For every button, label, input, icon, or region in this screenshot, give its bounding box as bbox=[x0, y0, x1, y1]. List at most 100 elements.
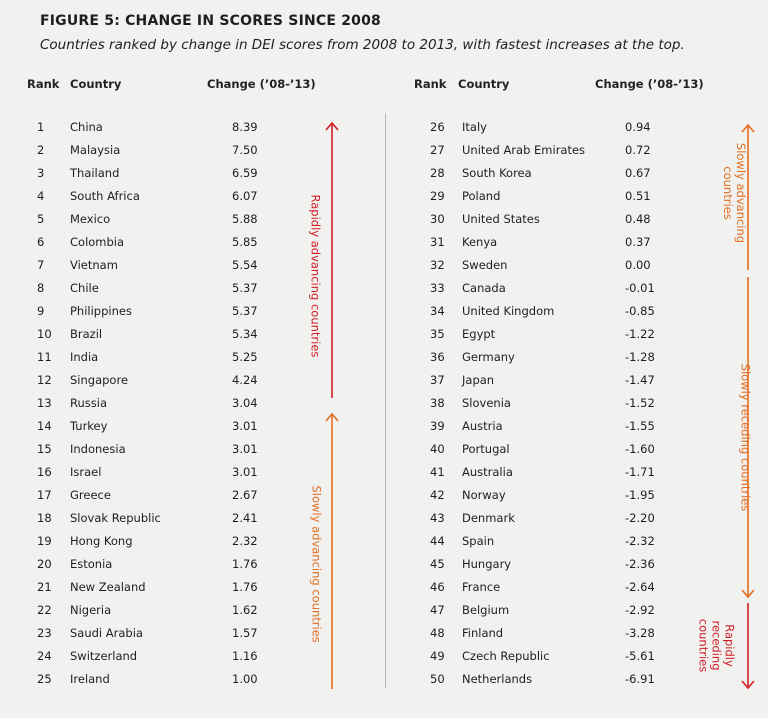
change-cell: 0.37 bbox=[625, 235, 651, 249]
table-row: 13 Russia 3.04 bbox=[0, 392, 380, 415]
rapidly-receding-line3: countries bbox=[696, 618, 711, 673]
rank-cell: 2 bbox=[37, 143, 45, 157]
figure-title: FIGURE 5: CHANGE IN SCORES SINCE 2008 bbox=[40, 13, 381, 29]
rank-cell: 5 bbox=[37, 212, 45, 226]
rapidly-receding-line1: Rapidly bbox=[722, 624, 737, 667]
rank-cell: 13 bbox=[37, 396, 52, 410]
country-cell: Mexico bbox=[70, 212, 111, 226]
country-cell: Brazil bbox=[70, 327, 103, 341]
rank-cell: 25 bbox=[37, 672, 52, 686]
country-cell: Malaysia bbox=[70, 143, 121, 157]
rank-cell: 19 bbox=[37, 534, 52, 548]
table-row: 38 Slovenia -1.52 bbox=[0, 392, 655, 415]
rank-cell: 46 bbox=[430, 580, 445, 594]
change-cell: 3.01 bbox=[232, 442, 258, 456]
table-row: 21 New Zealand 1.76 bbox=[0, 576, 380, 599]
rank-cell: 30 bbox=[430, 212, 445, 226]
country-cell: United States bbox=[462, 212, 540, 226]
country-cell: Nigeria bbox=[70, 603, 112, 617]
rank-cell: 7 bbox=[37, 258, 45, 272]
change-cell: 1.76 bbox=[232, 580, 258, 594]
rank-cell: 50 bbox=[430, 672, 445, 686]
rank-cell: 40 bbox=[430, 442, 445, 456]
change-cell: 5.34 bbox=[232, 327, 258, 341]
table-row: 22 Nigeria 1.62 bbox=[0, 599, 380, 622]
rank-cell: 47 bbox=[430, 603, 445, 617]
table-row: 8 Chile 5.37 bbox=[0, 277, 380, 300]
table-row: 28 South Korea 0.67 bbox=[0, 162, 651, 185]
table-row: 12 Singapore 4.24 bbox=[0, 369, 380, 392]
rank-cell: 20 bbox=[37, 557, 52, 571]
country-cell: Japan bbox=[462, 373, 495, 387]
change-cell: 1.00 bbox=[232, 672, 258, 686]
country-cell: Australia bbox=[462, 465, 513, 479]
table-row: 44 Spain -2.32 bbox=[0, 530, 655, 553]
right-country-header: Country bbox=[458, 77, 510, 91]
rank-cell: 37 bbox=[430, 373, 445, 387]
change-cell: 3.04 bbox=[232, 396, 258, 410]
country-cell: Thailand bbox=[70, 166, 120, 180]
table-row: 9 Philippines 5.37 bbox=[0, 300, 380, 323]
table-row: 29 Poland 0.51 bbox=[0, 185, 651, 208]
table-row: 42 Norway -1.95 bbox=[0, 484, 655, 507]
rank-cell: 48 bbox=[430, 626, 445, 640]
rank-cell: 11 bbox=[37, 350, 52, 364]
slowly-advancing-left-label: Slowly advancing countries bbox=[309, 485, 324, 643]
change-cell: 1.57 bbox=[232, 626, 258, 640]
table-row: 46 France -2.64 bbox=[0, 576, 655, 599]
change-cell: 0.94 bbox=[625, 120, 651, 134]
country-cell: Hong Kong bbox=[70, 534, 133, 548]
country-cell: Vietnam bbox=[70, 258, 118, 272]
rank-cell: 31 bbox=[430, 235, 445, 249]
change-cell: 0.00 bbox=[625, 258, 651, 272]
change-cell: -2.36 bbox=[625, 557, 655, 571]
change-cell: -0.85 bbox=[625, 304, 655, 318]
table-row: 25 Ireland 1.00 bbox=[0, 668, 380, 691]
country-cell: Austria bbox=[462, 419, 503, 433]
change-cell: -1.60 bbox=[625, 442, 655, 456]
change-cell: -1.52 bbox=[625, 396, 655, 410]
change-cell: 3.01 bbox=[232, 465, 258, 479]
country-cell: Turkey bbox=[70, 419, 108, 433]
country-cell: Russia bbox=[70, 396, 107, 410]
rank-cell: 18 bbox=[37, 511, 52, 525]
change-cell: 5.37 bbox=[232, 304, 258, 318]
column-divider bbox=[385, 113, 386, 688]
country-cell: China bbox=[70, 120, 103, 134]
change-cell: 2.67 bbox=[232, 488, 258, 502]
table-row: 23 Saudi Arabia 1.57 bbox=[0, 622, 380, 645]
country-cell: Netherlands bbox=[462, 672, 533, 686]
table-row: 33 Canada -0.01 bbox=[0, 277, 655, 300]
right-rank-header: Rank bbox=[414, 77, 447, 91]
change-cell: -5.61 bbox=[625, 649, 655, 663]
table-row: 50 Netherlands -6.91 bbox=[0, 668, 655, 691]
rank-cell: 16 bbox=[37, 465, 52, 479]
rank-cell: 10 bbox=[37, 327, 52, 341]
change-cell: 7.50 bbox=[232, 143, 258, 157]
table-row: 24 Switzerland 1.16 bbox=[0, 645, 380, 668]
change-cell: 1.16 bbox=[232, 649, 258, 663]
slowly-advancing-right-line1: Slowly advancing bbox=[734, 142, 748, 244]
country-cell: Saudi Arabia bbox=[70, 626, 143, 640]
rank-cell: 42 bbox=[430, 488, 445, 502]
table-row: 30 United States 0.48 bbox=[0, 208, 651, 231]
change-cell: -1.28 bbox=[625, 350, 655, 364]
country-cell: India bbox=[70, 350, 99, 364]
table-row: 14 Turkey 3.01 bbox=[0, 415, 380, 438]
rank-cell: 23 bbox=[37, 626, 52, 640]
table-row: 20 Estonia 1.76 bbox=[0, 553, 380, 576]
change-cell: -1.71 bbox=[625, 465, 655, 479]
change-cell: -1.95 bbox=[625, 488, 655, 502]
country-cell: Sweden bbox=[462, 258, 508, 272]
rank-cell: 32 bbox=[430, 258, 445, 272]
table-row: 16 Israel 3.01 bbox=[0, 461, 380, 484]
rank-cell: 35 bbox=[430, 327, 445, 341]
country-cell: Colombia bbox=[70, 235, 125, 249]
rapidly-receding-line2: receding bbox=[709, 620, 724, 671]
table-row: 40 Portugal -1.60 bbox=[0, 438, 655, 461]
change-cell: -2.20 bbox=[625, 511, 655, 525]
country-cell: Germany bbox=[462, 350, 515, 364]
left-rank-header: Rank bbox=[27, 77, 60, 91]
rank-cell: 4 bbox=[37, 189, 45, 203]
country-cell: Denmark bbox=[462, 511, 515, 525]
